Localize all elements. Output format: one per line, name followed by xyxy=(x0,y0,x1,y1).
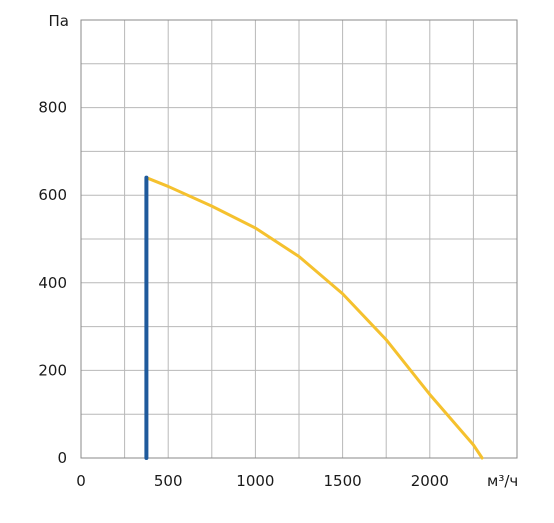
grid xyxy=(81,20,517,458)
y-tick-label: 200 xyxy=(38,361,67,379)
x-tick-label: 2000 xyxy=(411,472,449,490)
y-axis-ticks: 0 200 400 600 800 xyxy=(38,99,67,467)
y-tick-label: 800 xyxy=(38,99,67,117)
x-tick-label: 1500 xyxy=(324,472,362,490)
x-tick-label: 1000 xyxy=(236,472,274,490)
y-tick-label: 0 xyxy=(57,449,67,467)
y-axis-label: Па xyxy=(49,12,69,30)
x-tick-label: 0 xyxy=(76,472,86,490)
y-tick-label: 400 xyxy=(38,274,67,292)
plot-frame xyxy=(80,19,518,459)
x-axis-label: м³/ч xyxy=(487,472,518,490)
x-axis-ticks: 0 500 1000 1500 2000 xyxy=(76,472,449,490)
x-tick-label: 500 xyxy=(154,472,183,490)
fan-curve-line xyxy=(144,176,484,460)
y-tick-label: 600 xyxy=(38,186,67,204)
series xyxy=(144,175,484,460)
